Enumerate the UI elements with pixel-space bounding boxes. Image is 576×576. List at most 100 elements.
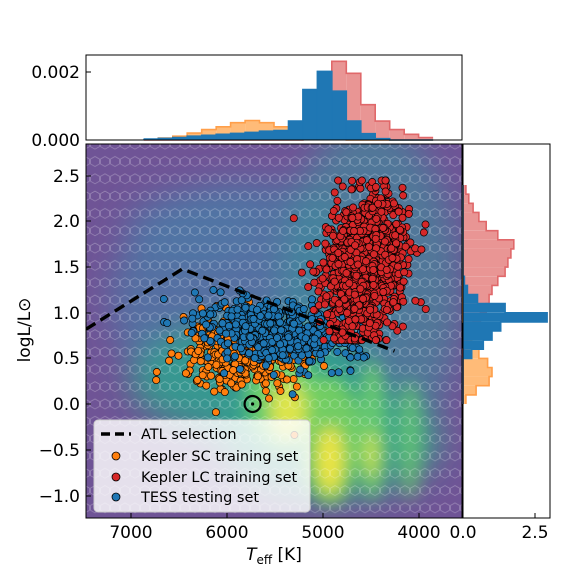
histogram-bar bbox=[463, 203, 474, 213]
scatter-point bbox=[388, 254, 397, 262]
scatter-point bbox=[347, 185, 356, 194]
scatter-point bbox=[250, 354, 259, 363]
histogram-bar bbox=[259, 130, 275, 141]
scatter-point bbox=[365, 319, 374, 328]
scatter-point bbox=[301, 334, 310, 343]
scatter-point bbox=[304, 371, 313, 380]
scatter-point bbox=[318, 274, 327, 283]
scatter-point bbox=[215, 375, 224, 384]
scatter-point bbox=[351, 241, 360, 250]
legend-sc-swatch bbox=[111, 451, 121, 461]
scatter-point bbox=[314, 287, 323, 296]
top-y-tick-label: 0.000 bbox=[31, 131, 80, 151]
scatter-point bbox=[283, 375, 291, 384]
scatter-point bbox=[210, 387, 219, 396]
histogram-bar bbox=[316, 70, 333, 141]
top-histogram-bars bbox=[143, 60, 434, 141]
histogram-bar bbox=[463, 276, 498, 286]
scatter-point bbox=[355, 345, 364, 354]
scatter-point bbox=[312, 239, 321, 248]
histogram-bar bbox=[331, 90, 347, 141]
histogram-bar bbox=[463, 221, 487, 231]
scatter-point bbox=[350, 227, 358, 235]
scatter-point bbox=[261, 387, 270, 395]
scatter-point bbox=[246, 332, 255, 341]
scatter-point bbox=[381, 187, 390, 196]
scatter-point bbox=[310, 278, 319, 287]
scatter-point bbox=[342, 269, 351, 278]
scatter-point bbox=[334, 260, 343, 269]
scatter-point bbox=[394, 207, 403, 216]
top-histogram: 0.002 0.000 bbox=[31, 54, 463, 151]
scatter-point bbox=[349, 203, 358, 212]
scatter-point bbox=[200, 334, 209, 343]
scatter-point bbox=[320, 362, 328, 370]
scatter-point bbox=[316, 350, 325, 359]
scatter-point bbox=[188, 314, 197, 323]
scatter-point bbox=[292, 382, 301, 391]
scatter-point bbox=[233, 305, 242, 314]
scatter-point bbox=[207, 371, 215, 380]
histogram-bar bbox=[463, 340, 484, 350]
scatter-point bbox=[165, 356, 174, 365]
scatter-point bbox=[276, 340, 285, 349]
histogram-bar bbox=[463, 312, 548, 322]
scatter-point bbox=[382, 336, 391, 345]
scatter-point bbox=[309, 306, 318, 314]
y-tick-label: −0.5 bbox=[39, 441, 80, 461]
scatter-point bbox=[379, 288, 388, 296]
scatter-point bbox=[270, 326, 279, 335]
histogram-outline bbox=[143, 70, 434, 141]
scatter-point bbox=[231, 352, 239, 361]
scatter-point bbox=[374, 199, 383, 208]
scatter-point bbox=[383, 318, 392, 327]
scatter-point bbox=[211, 408, 220, 417]
scatter-point bbox=[338, 182, 347, 191]
scatter-point bbox=[191, 334, 200, 343]
scatter-point bbox=[241, 303, 250, 312]
scatter-point bbox=[371, 234, 380, 243]
scatter-point bbox=[369, 281, 378, 289]
histogram-bar bbox=[463, 267, 506, 277]
scatter-point bbox=[346, 366, 355, 375]
scatter-point bbox=[333, 196, 342, 205]
scatter-point bbox=[198, 309, 207, 318]
histogram-bar bbox=[302, 89, 318, 141]
scatter-point bbox=[236, 365, 245, 374]
scatter-point bbox=[399, 277, 408, 286]
scatter-point bbox=[270, 305, 278, 314]
scatter-point bbox=[352, 271, 361, 280]
histogram-bar bbox=[463, 349, 472, 359]
histogram-bar bbox=[360, 104, 376, 140]
histogram-bar bbox=[230, 132, 246, 141]
scatter-point bbox=[388, 322, 397, 331]
scatter-point bbox=[284, 333, 293, 342]
scatter-point bbox=[236, 344, 245, 353]
scatter-point bbox=[231, 320, 240, 329]
scatter-point bbox=[339, 226, 348, 235]
scatter-point bbox=[202, 381, 211, 390]
scatter-point bbox=[393, 262, 402, 271]
scatter-point bbox=[294, 342, 303, 351]
scatter-point bbox=[369, 250, 378, 259]
scatter-point bbox=[268, 346, 277, 355]
scatter-point bbox=[334, 176, 343, 185]
scatter-point bbox=[334, 213, 343, 222]
scatter-point bbox=[381, 176, 390, 185]
scatter-point bbox=[166, 336, 175, 344]
histogram-bar bbox=[463, 385, 477, 395]
scatter-point bbox=[289, 214, 298, 223]
y-tick-label: 0.5 bbox=[53, 349, 80, 369]
x-axis-label: Teff [K] bbox=[246, 545, 302, 567]
scatter-point bbox=[348, 322, 357, 331]
scatter-point bbox=[350, 304, 359, 313]
scatter-point bbox=[371, 183, 380, 191]
histogram-bar bbox=[404, 134, 419, 140]
y-tick-label: 0.0 bbox=[53, 395, 80, 415]
x-tick-label: 5000 bbox=[301, 523, 344, 543]
scatter-point bbox=[324, 225, 333, 234]
histogram-bar bbox=[463, 239, 514, 249]
scatter-point bbox=[335, 299, 344, 308]
scatter-point bbox=[212, 360, 221, 369]
atl-selection-line bbox=[86, 267, 396, 353]
